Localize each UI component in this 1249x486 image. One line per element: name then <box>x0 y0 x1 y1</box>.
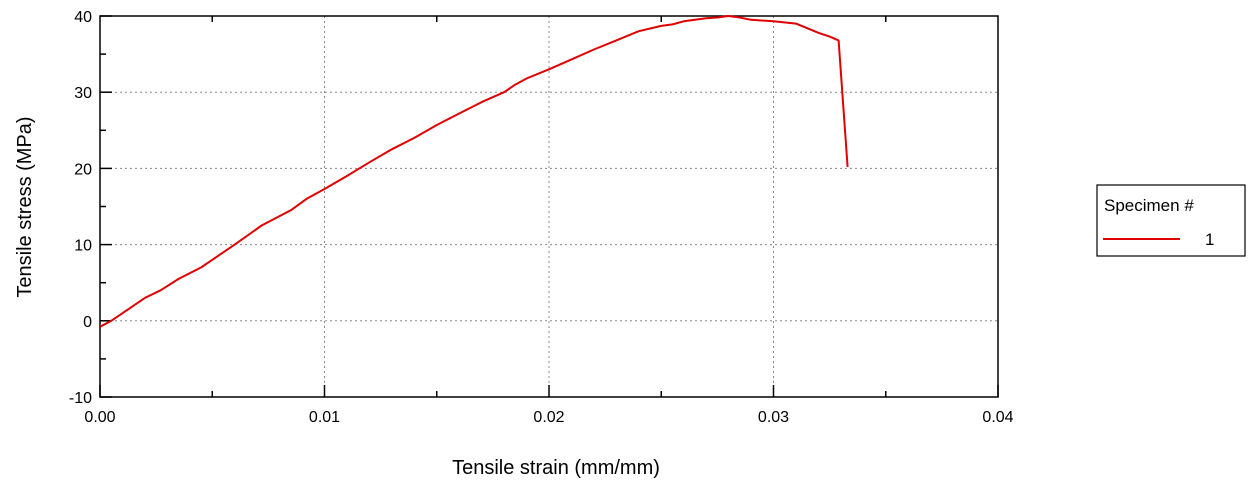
legend-box <box>1096 184 1246 257</box>
x-tick-label: 0.00 <box>84 409 115 426</box>
grid-lines <box>100 16 998 397</box>
minor-ticks <box>100 16 887 397</box>
x-tick-label: 0.02 <box>533 409 564 426</box>
x-tick-label: 0.04 <box>982 409 1013 426</box>
y-axis-title: Tensile stress (MPa) <box>14 116 36 297</box>
x-tick-label: 0.01 <box>309 409 340 426</box>
legend: Specimen # 1 <box>1096 184 1246 257</box>
y-tick-label: 20 <box>74 161 92 178</box>
legend-title: Specimen # <box>1104 196 1194 215</box>
legend-entry-label: 1 <box>1205 230 1214 249</box>
plot-frame <box>99 15 999 398</box>
y-tick-label: -10 <box>69 390 92 407</box>
y-tick-labels: -10 0 10 20 30 40 <box>69 9 92 407</box>
x-tick-labels: 0.00 0.01 0.02 0.03 0.04 <box>84 409 1013 426</box>
series-line-specimen-1 <box>99 15 849 328</box>
x-tick-label: 0.03 <box>758 409 789 426</box>
y-tick-label: 40 <box>74 9 92 26</box>
series-layer <box>99 15 849 328</box>
x-axis-title: Tensile strain (mm/mm) <box>452 457 660 479</box>
y-tick-label: 30 <box>74 85 92 102</box>
y-tick-label: 10 <box>74 238 92 255</box>
y-tick-label: 0 <box>83 314 92 331</box>
